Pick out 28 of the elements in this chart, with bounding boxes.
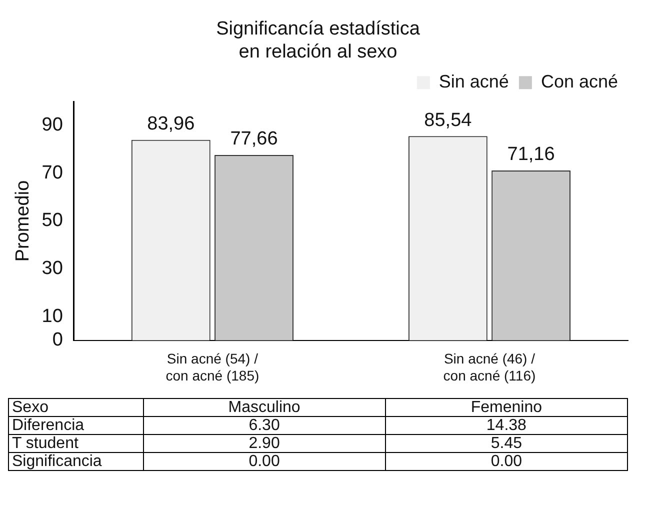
text: Femenino — [385, 398, 628, 416]
y-tick-label: 30 — [42, 258, 63, 279]
text: Diferencia — [8, 416, 144, 434]
x-tick-label: Sin acné (46) / con acné (116) — [443, 350, 536, 384]
y-tick-label: 70 — [42, 162, 63, 184]
data-label: 85,54 — [424, 110, 472, 131]
x-tick-label: Sin acné (54) / con acné (185) — [166, 350, 260, 384]
y-tick-label: 90 — [42, 114, 63, 136]
data-label: 71,16 — [507, 144, 555, 166]
legend-label: Con acné — [540, 72, 618, 92]
text: 0.00 — [385, 452, 628, 470]
text: 0.00 — [143, 452, 386, 470]
data-label: 83,96 — [147, 114, 195, 135]
text: T student — [8, 434, 144, 452]
text: 2.90 — [143, 434, 386, 452]
text: Significancia — [8, 452, 144, 470]
y-axis-title: Promedio — [12, 180, 34, 262]
chart-title: Significancía estadística en relación al sexo — [216, 18, 420, 62]
text: 6.30 — [143, 416, 386, 434]
y-tick-label: 10 — [42, 306, 63, 327]
text: 14.38 — [385, 416, 628, 434]
y-tick-label: 50 — [42, 210, 63, 232]
text: Sexo — [8, 398, 144, 416]
text: Masculino — [143, 398, 386, 416]
data-label: 77,66 — [230, 128, 278, 150]
legend-label: Sin acné — [438, 72, 509, 92]
text: 5.45 — [385, 434, 628, 452]
y-tick-label: 0 — [52, 330, 63, 351]
